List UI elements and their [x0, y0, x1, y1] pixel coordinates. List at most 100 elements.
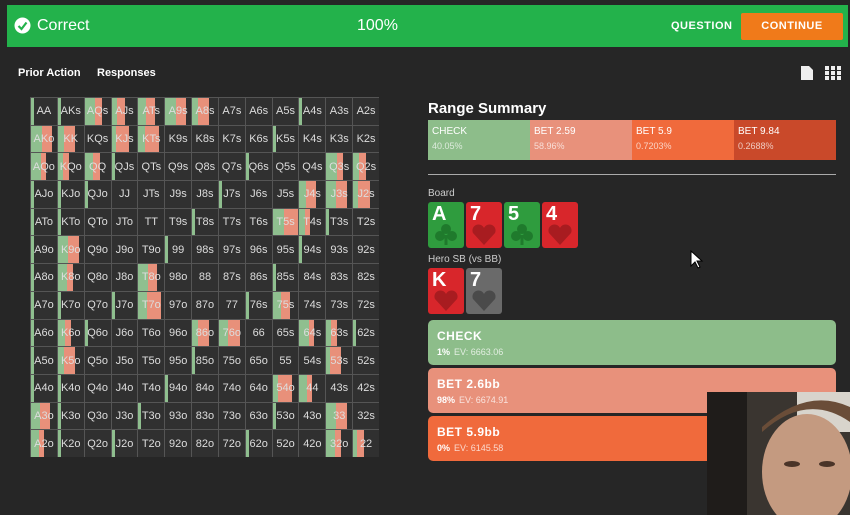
hand-cell[interactable]: K7s — [218, 125, 245, 153]
hand-cell[interactable]: K3o — [57, 402, 84, 430]
hand-cell[interactable]: 98s — [192, 236, 218, 264]
hand-cell[interactable]: J6s — [245, 181, 272, 208]
tab[interactable]: Responses — [97, 67, 156, 79]
hand-cell[interactable]: KTo — [57, 208, 84, 236]
hand-cell[interactable]: 96s — [245, 236, 272, 264]
hand-cell[interactable]: A4o — [31, 374, 57, 402]
toolbar-icons[interactable] — [799, 65, 843, 81]
hand-cell[interactable]: K4s — [299, 125, 326, 153]
hand-cell[interactable]: 88 — [192, 264, 218, 291]
hand-cell[interactable]: 75o — [218, 347, 245, 374]
hand-cell[interactable]: K8o — [57, 264, 84, 291]
hand-cell[interactable]: Q2o — [84, 430, 111, 457]
hand-cell[interactable]: Q6o — [84, 319, 111, 347]
hand-cell[interactable]: 83o — [192, 402, 218, 430]
hand-cell[interactable]: 75s — [272, 291, 299, 319]
hand-cell[interactable]: T4o — [138, 374, 165, 402]
hand-cell[interactable]: T9o — [138, 236, 165, 264]
hand-cell[interactable]: JTs — [138, 181, 165, 208]
hand-cell[interactable]: 99 — [165, 236, 192, 264]
hand-cell[interactable]: A2s — [353, 98, 379, 125]
hand-cell[interactable]: 94o — [165, 374, 192, 402]
hand-cell[interactable]: A6o — [31, 319, 57, 347]
hand-cell[interactable]: T2o — [138, 430, 165, 457]
hand-cell[interactable]: J4o — [111, 374, 138, 402]
hand-cell[interactable]: KQo — [57, 153, 84, 181]
hand-cell[interactable]: J3o — [111, 402, 138, 430]
hand-cell[interactable]: 94s — [299, 236, 326, 264]
hand-cell[interactable]: A5o — [31, 347, 57, 374]
hand-cell[interactable]: J8s — [192, 181, 218, 208]
hand-cell[interactable]: Q6s — [245, 153, 272, 181]
hand-cell[interactable]: T3s — [326, 208, 353, 236]
hand-cell[interactable]: J2s — [353, 181, 379, 208]
hand-cell[interactable]: JJ — [111, 181, 138, 208]
hand-cell[interactable]: K2o — [57, 430, 84, 457]
hand-cell[interactable]: TT — [138, 208, 165, 236]
hand-cell[interactable]: AJo — [31, 181, 57, 208]
hand-cell[interactable]: 42o — [299, 430, 326, 457]
hand-cell[interactable]: 42s — [353, 374, 379, 402]
hand-cell[interactable]: 64s — [299, 319, 326, 347]
hand-cell[interactable]: Q5s — [272, 153, 299, 181]
hand-cell[interactable]: 85o — [192, 347, 218, 374]
hand-cell[interactable]: 92s — [353, 236, 379, 264]
hand-cell[interactable]: A7o — [31, 291, 57, 319]
hand-cell[interactable]: Q4s — [299, 153, 326, 181]
hand-cell[interactable]: J7s — [218, 181, 245, 208]
hand-cell[interactable]: 65s — [272, 319, 299, 347]
hand-cell[interactable]: J9o — [111, 236, 138, 264]
hand-cell[interactable]: K6o — [57, 319, 84, 347]
hand-cell[interactable]: 64o — [245, 374, 272, 402]
hand-cell[interactable]: J8o — [111, 264, 138, 291]
hand-cell[interactable]: A8o — [31, 264, 57, 291]
hand-cell[interactable]: QJs — [111, 153, 138, 181]
hand-cell[interactable]: KJo — [57, 181, 84, 208]
hand-cell[interactable]: QTo — [84, 208, 111, 236]
hand-cell[interactable]: 77 — [218, 291, 245, 319]
hand-cell[interactable]: 87s — [218, 264, 245, 291]
hand-cell[interactable]: 62s — [353, 319, 379, 347]
hand-cell[interactable]: Q9o — [84, 236, 111, 264]
continue-button[interactable]: CONTINUE — [741, 13, 843, 40]
hand-cell[interactable]: 87o — [192, 291, 218, 319]
hand-cell[interactable]: 73o — [218, 402, 245, 430]
hand-cell[interactable]: 43o — [299, 402, 326, 430]
hand-cell[interactable]: 73s — [326, 291, 353, 319]
hand-cell[interactable]: 82o — [192, 430, 218, 457]
action-button[interactable]: BET 2.6bb 98% EV: 6674.91 — [428, 368, 836, 413]
hand-cell[interactable]: Q7s — [218, 153, 245, 181]
hand-cell[interactable]: K5s — [272, 125, 299, 153]
hand-cell[interactable]: T6o — [138, 319, 165, 347]
hand-cell[interactable]: 93s — [326, 236, 353, 264]
hand-cell[interactable]: 84o — [192, 374, 218, 402]
hand-cell[interactable]: A7s — [218, 98, 245, 125]
hand-cell[interactable]: T4s — [299, 208, 326, 236]
hand-cell[interactable]: KK — [57, 125, 84, 153]
hand-cell[interactable]: 96o — [165, 319, 192, 347]
hand-cell[interactable]: T5s — [272, 208, 299, 236]
hand-cell[interactable]: K5o — [57, 347, 84, 374]
hand-cell[interactable]: T7o — [138, 291, 165, 319]
hand-cell[interactable]: A6s — [245, 98, 272, 125]
hand-cell[interactable]: Q3s — [326, 153, 353, 181]
hand-cell[interactable]: ATo — [31, 208, 57, 236]
hand-cell[interactable]: KQs — [84, 125, 111, 153]
hand-cell[interactable]: 74o — [218, 374, 245, 402]
hand-cell[interactable]: 95s — [272, 236, 299, 264]
hand-cell[interactable]: QJo — [84, 181, 111, 208]
hand-cell[interactable]: 72s — [353, 291, 379, 319]
hand-cell[interactable]: T8o — [138, 264, 165, 291]
hand-cell[interactable]: 97o — [165, 291, 192, 319]
hand-cell[interactable]: 76s — [245, 291, 272, 319]
hand-cell[interactable]: Q5o — [84, 347, 111, 374]
hand-cell[interactable]: 53o — [272, 402, 299, 430]
hand-cell[interactable]: A5s — [272, 98, 299, 125]
hand-cell[interactable]: 66 — [245, 319, 272, 347]
hand-cell[interactable]: QTs — [138, 153, 165, 181]
hand-cell[interactable]: 52s — [353, 347, 379, 374]
hand-cell[interactable]: QQ — [84, 153, 111, 181]
hand-cell[interactable]: 97s — [218, 236, 245, 264]
hand-cell[interactable]: T2s — [353, 208, 379, 236]
hand-cell[interactable]: 63o — [245, 402, 272, 430]
